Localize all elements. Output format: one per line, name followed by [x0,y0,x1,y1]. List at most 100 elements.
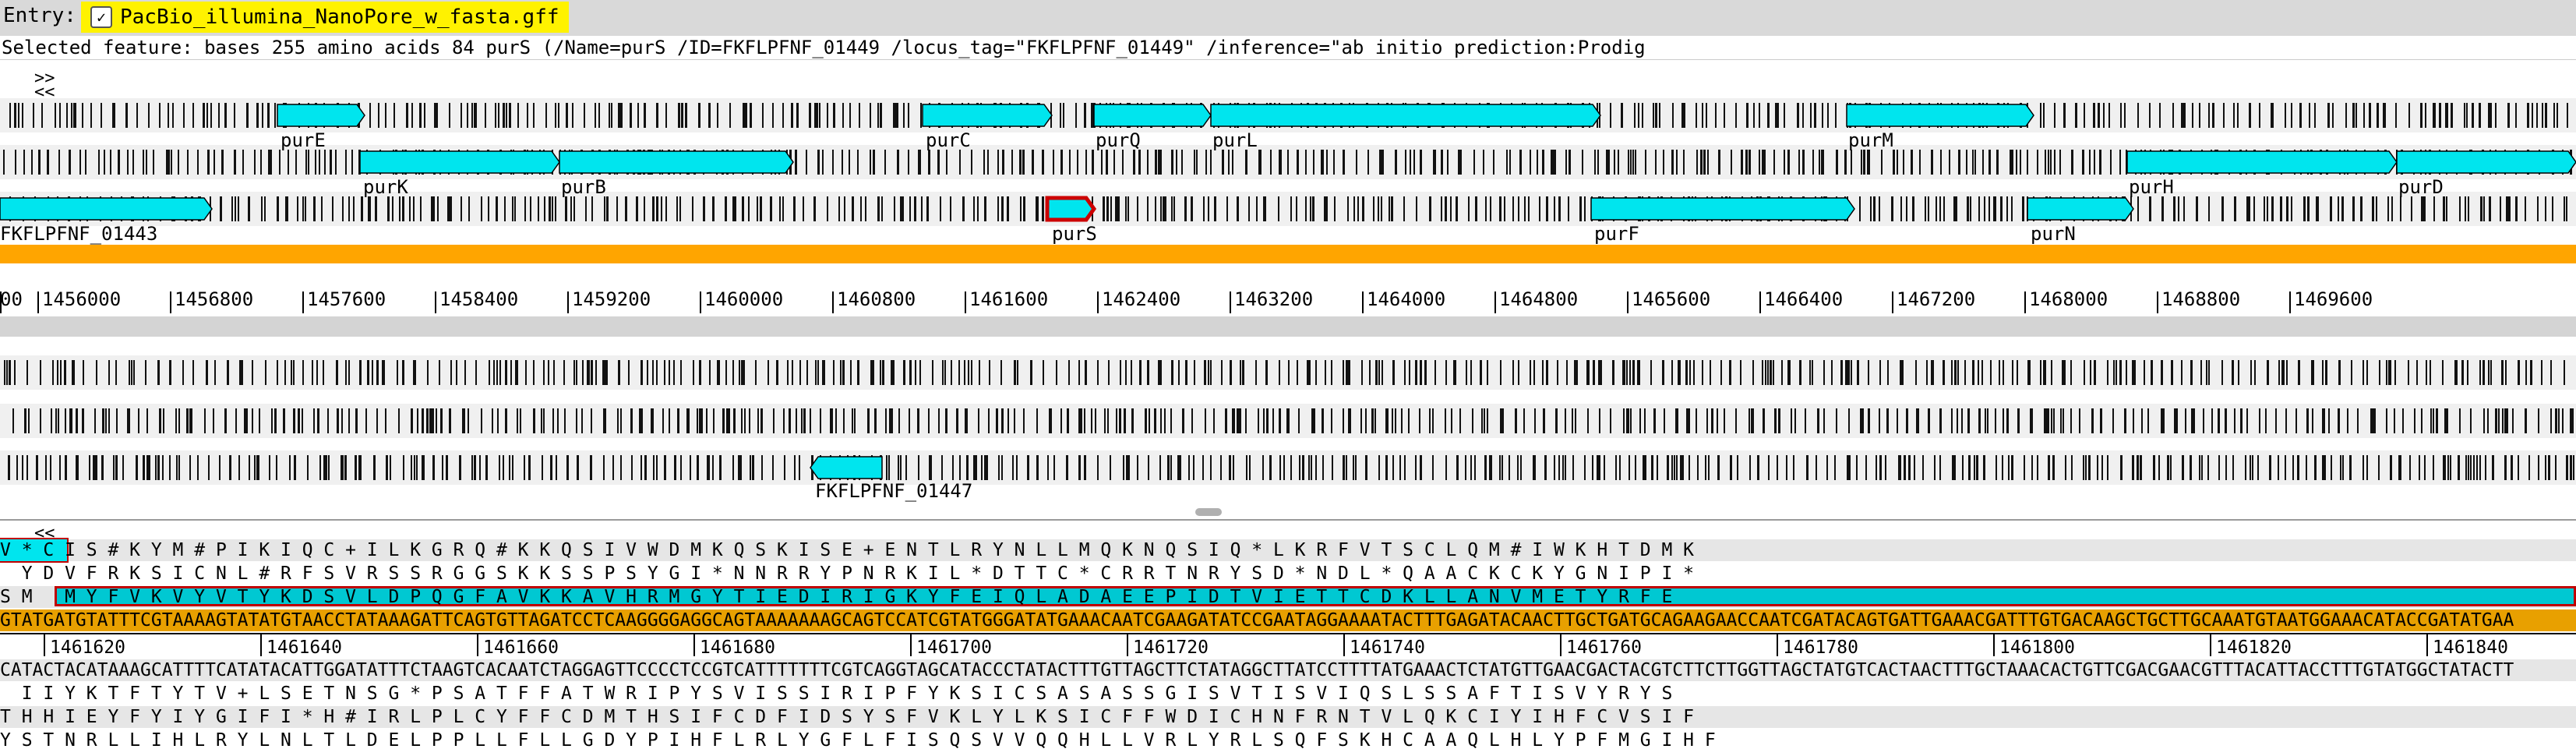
stop-codon-tick [1967,196,1969,221]
stop-codon-tick [2052,455,2055,480]
entry-checkbox[interactable]: ✓ [90,6,112,28]
stop-codon-tick [307,455,309,480]
stop-codon-tick [2192,103,2193,128]
stop-codon-tick [1348,360,1350,385]
stop-codon-tick [1266,408,1269,433]
stop-codon-tick [1943,196,1945,221]
detail-feature-purS-f1[interactable] [0,538,69,563]
dna-reverse-strand[interactable]: CATACTACATAAAGCATTTTCATATACATTGGATATTTCT… [0,660,2514,680]
detail-back-button[interactable]: << [34,524,55,543]
stop-codon-tick [2433,408,2434,433]
stop-codon-tick [2349,455,2352,480]
stop-codon-tick [2012,360,2013,385]
stop-codon-tick [1900,196,1902,221]
stop-codon-tick [2373,408,2376,433]
scroll-forward-button[interactable]: >> [34,69,55,88]
stop-codon-tick [1160,408,1162,433]
feature-purF[interactable] [1590,197,1855,221]
stop-codon-tick [717,103,718,128]
feature-FKFLPFNF_01443[interactable] [0,197,213,221]
detail-ruler-label: 1461660 [483,638,559,658]
stop-codon-tick [1012,455,1014,480]
stop-codon-tick [2525,360,2527,385]
stop-codon-tick [2070,408,2072,433]
sequence-bar[interactable] [0,245,2576,263]
stop-codon-tick [101,103,102,128]
stop-codon-tick [555,103,556,128]
detail-feature-purS[interactable] [55,586,2576,606]
stop-codon-tick [1296,196,1297,221]
stop-codon-tick [485,103,486,128]
stop-codon-tick [252,360,253,385]
feature-purD[interactable] [2396,150,2576,174]
stop-codon-tick [1355,455,1357,480]
stop-codon-tick [1835,103,1837,128]
stop-codon-tick [102,408,104,433]
stop-codon-tick [2063,408,2064,433]
stop-codon-tick [964,360,965,385]
reverse-frame-2-track[interactable] [0,404,2576,438]
stop-codon-tick [2133,360,2136,385]
stop-codon-tick [849,103,851,128]
overview-scroll-thumb[interactable] [1195,508,1222,516]
stop-codon-tick [14,103,16,128]
feature-FKFLPFNF_01447[interactable] [810,456,883,479]
feature-purB[interactable] [559,150,794,174]
detail-ruler-tick [1343,633,1345,656]
stop-codon-tick [1456,455,1459,480]
stop-codon-tick [118,150,120,175]
stop-codon-tick [2472,103,2474,128]
feature-purK[interactable] [359,150,560,174]
scroll-back-button[interactable]: << [34,83,55,102]
stop-codon-tick [1764,150,1766,175]
stop-codon-tick [264,196,266,221]
feature-purL[interactable] [1210,104,1601,127]
stop-codon-tick [2391,196,2393,221]
stop-codon-tick [1565,150,1567,175]
stop-codon-tick [1689,360,1691,385]
stop-codon-tick [557,408,559,433]
forward-frame-3-track[interactable] [0,192,2576,226]
forward-frame-2-track[interactable] [0,145,2576,179]
stop-codon-tick [2040,360,2041,385]
reverse-frame-1-track[interactable] [0,355,2576,390]
stop-codon-tick [2490,360,2492,385]
feature-purS[interactable] [1045,196,1097,222]
stop-codon-tick [246,103,249,128]
stop-codon-tick [1313,408,1315,433]
reverse-frame-3-track[interactable] [0,450,2576,485]
feature-purM[interactable] [1846,104,2034,127]
stop-codon-tick [1084,455,1086,480]
stop-codon-tick [742,196,744,221]
stop-codon-tick [2292,455,2294,480]
ruler-label: 1462400 [1102,288,1180,310]
overview-scrollbar[interactable] [0,505,2576,519]
stop-codon-tick [1575,408,1576,433]
stop-codon-tick [127,150,129,175]
stop-codon-tick [2002,455,2003,480]
stop-codon-tick [332,196,333,221]
detail-ruler-tick [44,633,45,656]
stop-codon-tick [1978,360,1979,385]
dna-forward-strand[interactable]: GTATGATGTATTTCGTAAAAGTATATGTAACCTATAAAGA… [0,610,2514,631]
entry-item[interactable]: ✓ PacBio_illumina_NanoPore_w_fasta.gff [81,2,569,33]
stop-codon-tick [1662,360,1664,385]
split-divider[interactable] [0,519,2576,521]
stop-codon-tick [2378,455,2380,480]
stop-codon-tick [1085,150,1087,175]
stop-codon-tick [1110,455,1111,480]
forward-frame-1-track[interactable] [0,98,2576,132]
feature-purE[interactable] [277,104,365,127]
feature-purH[interactable] [2126,150,2398,174]
stop-codon-tick [1447,150,1449,175]
stop-codon-tick [12,408,14,433]
feature-purC[interactable] [922,104,1053,127]
ruler-label: 1460800 [837,288,916,310]
stop-codon-tick [1703,150,1706,175]
feature-purN[interactable] [2027,197,2134,221]
stop-codon-tick [1735,408,1737,433]
ruler-label: 1464000 [1367,288,1445,310]
feature-purQ[interactable] [1093,104,1212,127]
stop-codon-tick [908,103,909,128]
stop-codon-tick [1036,455,1039,480]
